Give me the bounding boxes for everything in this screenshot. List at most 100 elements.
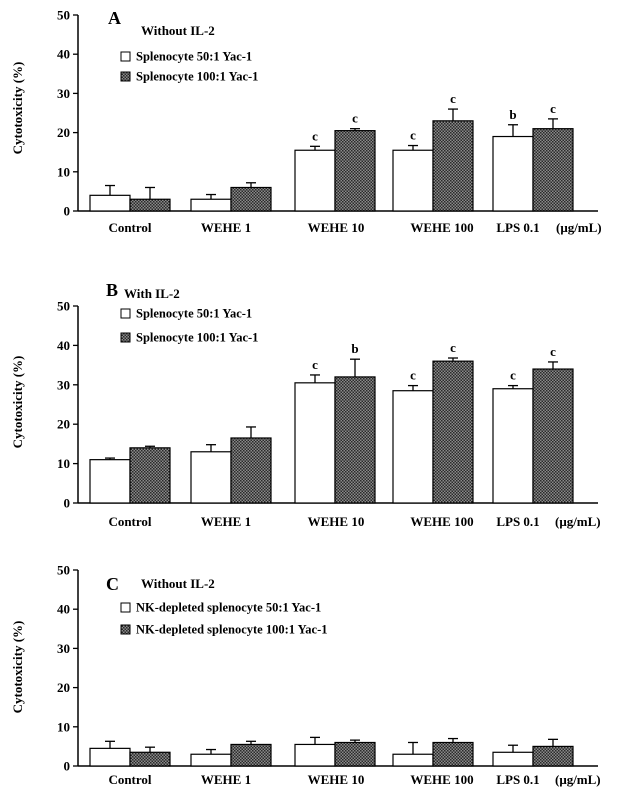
bar-series-1 <box>392 753 434 767</box>
legend-swatch-series-1 <box>120 51 131 62</box>
significance-label: c <box>450 91 456 106</box>
bar-series-1 <box>190 198 232 212</box>
y-tick-label: 40 <box>57 602 70 617</box>
y-tick-label: 20 <box>57 125 70 140</box>
bar-series-1 <box>294 382 336 504</box>
legend-label-series-1: NK-depleted splenocyte 50:1 Yac-1 <box>136 601 321 615</box>
significance-label: c <box>312 128 318 143</box>
significance-label: b <box>509 107 516 122</box>
panel-a: A Without IL-2 Cytotoxicity (%) Splenocy… <box>10 8 602 236</box>
significance-label: c <box>550 344 556 359</box>
legend-label-series-1: Splenocyte 50:1 Yac-1 <box>136 307 252 321</box>
condition-label: Without IL-2 <box>141 576 215 591</box>
y-tick-label: 0 <box>64 496 71 511</box>
legend-swatch-series-2 <box>120 624 131 635</box>
bar-series-2 <box>432 120 474 212</box>
bar-series-2 <box>230 186 272 212</box>
x-tick-label: LPS 0.1 <box>496 220 539 235</box>
legend-label-series-1: Splenocyte 50:1 Yac-1 <box>136 50 252 64</box>
significance-label: c <box>450 340 456 355</box>
x-tick-label: Control <box>108 514 151 529</box>
significance-label: c <box>352 111 358 126</box>
unit-label: (μg/mL) <box>555 514 601 529</box>
x-tick-label: WEHE 1 <box>201 220 251 235</box>
unit-label: (μg/mL) <box>556 220 602 235</box>
x-tick-label: WEHE 10 <box>308 514 365 529</box>
condition-label: With IL-2 <box>124 286 180 301</box>
bar-series-1 <box>190 451 232 504</box>
bar-series-1 <box>492 135 534 212</box>
bar-series-2 <box>230 743 272 767</box>
y-tick-label: 30 <box>57 86 70 101</box>
bar-series-1 <box>492 388 534 504</box>
bar-series-2 <box>432 360 474 504</box>
y-tick-label: 10 <box>57 719 70 734</box>
y-tick-label: 30 <box>57 377 70 392</box>
x-tick-label: Control <box>108 220 151 235</box>
bar-series-1 <box>392 390 434 504</box>
x-tick-label: LPS 0.1 <box>496 514 539 529</box>
x-tick-label: WEHE 100 <box>410 772 473 787</box>
bar-series-1 <box>190 753 232 767</box>
x-tick-label: Control <box>108 772 151 787</box>
y-axis-label: Cytotoxicity (%) <box>10 62 25 155</box>
x-tick-label: WEHE 100 <box>410 514 473 529</box>
x-tick-label: WEHE 1 <box>201 514 251 529</box>
panel-label: C <box>106 574 119 594</box>
bar-series-2 <box>334 130 376 212</box>
bar-series-2 <box>230 437 272 504</box>
y-tick-label: 10 <box>57 456 70 471</box>
x-tick-label: WEHE 10 <box>308 220 365 235</box>
x-tick-label: LPS 0.1 <box>496 772 539 787</box>
y-axis-label: Cytotoxicity (%) <box>10 621 25 714</box>
y-tick-label: 40 <box>57 338 70 353</box>
bar-series-2 <box>334 376 376 504</box>
legend-swatch-series-2 <box>120 71 131 82</box>
bar-series-2 <box>129 198 171 212</box>
y-tick-label: 40 <box>57 47 70 62</box>
bar-series-2 <box>532 128 574 212</box>
bar-series-1 <box>392 149 434 212</box>
y-tick-label: 20 <box>57 680 70 695</box>
x-tick-label: WEHE 100 <box>410 220 473 235</box>
bar-series-1 <box>89 194 131 212</box>
x-tick-label: WEHE 10 <box>308 772 365 787</box>
panel-b: B With IL-2 Cytotoxicity (%) Splenocyte … <box>10 280 601 529</box>
bar-series-2 <box>129 447 171 504</box>
bar-series-1 <box>294 743 336 767</box>
y-tick-label: 30 <box>57 641 70 656</box>
bar-series-2 <box>129 751 171 767</box>
legend-label-series-2: Splenocyte 100:1 Yac-1 <box>136 70 258 84</box>
significance-label: c <box>510 368 516 383</box>
panel-c: C Without IL-2 Cytotoxicity (%) NK-deple… <box>10 563 601 788</box>
bar-series-1 <box>89 747 131 767</box>
y-tick-label: 50 <box>57 299 70 314</box>
panel-label: B <box>106 280 118 300</box>
y-tick-label: 10 <box>57 164 70 179</box>
bar-series-2 <box>532 368 574 504</box>
y-axis-label: Cytotoxicity (%) <box>10 356 25 449</box>
legend-swatch-series-1 <box>120 602 131 613</box>
y-tick-label: 50 <box>57 8 70 23</box>
legend-label-series-2: Splenocyte 100:1 Yac-1 <box>136 331 258 345</box>
y-tick-label: 0 <box>64 759 71 774</box>
significance-label: c <box>550 101 556 116</box>
bar-series-1 <box>492 751 534 767</box>
bar-series-1 <box>294 149 336 212</box>
y-tick-label: 20 <box>57 417 70 432</box>
bar-series-2 <box>432 741 474 767</box>
bar-series-2 <box>532 745 574 767</box>
legend-label-series-2: NK-depleted splenocyte 100:1 Yac-1 <box>136 623 328 637</box>
bar-series-1 <box>89 459 131 504</box>
significance-label: b <box>351 341 358 356</box>
condition-label: Without IL-2 <box>141 23 215 38</box>
legend-swatch-series-2 <box>120 332 131 343</box>
significance-label: c <box>410 128 416 143</box>
significance-label: c <box>410 368 416 383</box>
bar-series-2 <box>334 741 376 767</box>
significance-label: c <box>312 357 318 372</box>
y-tick-label: 50 <box>57 563 70 578</box>
legend-swatch-series-1 <box>120 308 131 319</box>
panel-label: A <box>108 8 121 28</box>
